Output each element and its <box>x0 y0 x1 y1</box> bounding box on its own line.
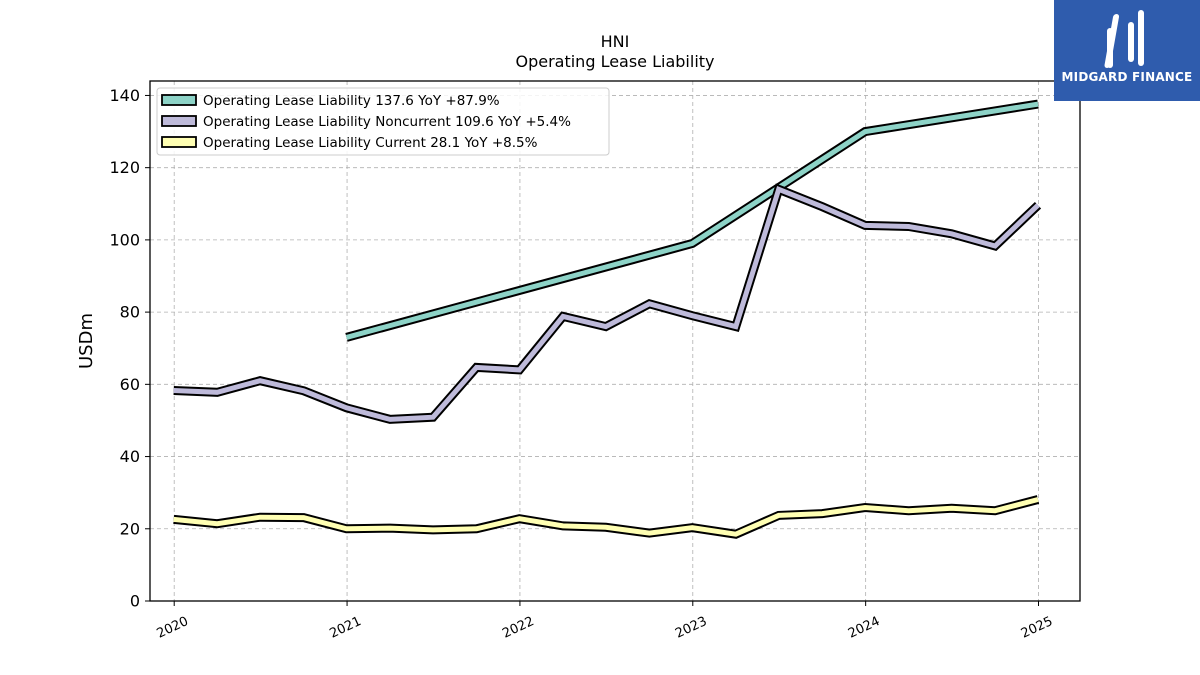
y-tick-label: 20 <box>120 519 140 538</box>
y-tick-label: 0 <box>130 592 140 611</box>
y-tick-label: 40 <box>120 447 140 466</box>
legend-label: Operating Lease Liability 137.6 YoY +87.… <box>203 93 500 109</box>
legend-box <box>156 87 610 156</box>
chart-title: HNI <box>601 32 630 51</box>
legend-label: Operating Lease Liability Current 28.1 Y… <box>203 135 538 151</box>
y-tick-label: 80 <box>120 303 140 322</box>
legend-swatch <box>161 115 197 127</box>
y-axis: 0 20 40 60 80 100 120 140 <box>109 86 150 611</box>
series-line <box>173 497 1039 537</box>
chart-subtitle: Operating Lease Liability <box>515 52 714 71</box>
series-line <box>173 185 1040 422</box>
legend-swatch <box>161 136 197 148</box>
brand-name: MIDGARD FINANCE <box>1061 70 1193 84</box>
plot-frame <box>149 80 1081 602</box>
legend: Operating Lease Liability 137.6 YoY +87.… <box>156 87 610 156</box>
y-axis-label: USDm <box>76 313 97 369</box>
y-tick-label: 120 <box>109 158 140 177</box>
midgard-logo-icon <box>1104 10 1144 68</box>
legend-label: Operating Lease Liability Noncurrent 109… <box>203 114 571 130</box>
legend-swatch <box>161 94 197 106</box>
y-tick-label: 100 <box>109 230 140 249</box>
brand-logo: MIDGARD FINANCE <box>1054 0 1200 101</box>
series-layer <box>173 99 1042 539</box>
y-tick-label: 140 <box>109 86 140 105</box>
y-tick-label: 60 <box>120 375 140 394</box>
